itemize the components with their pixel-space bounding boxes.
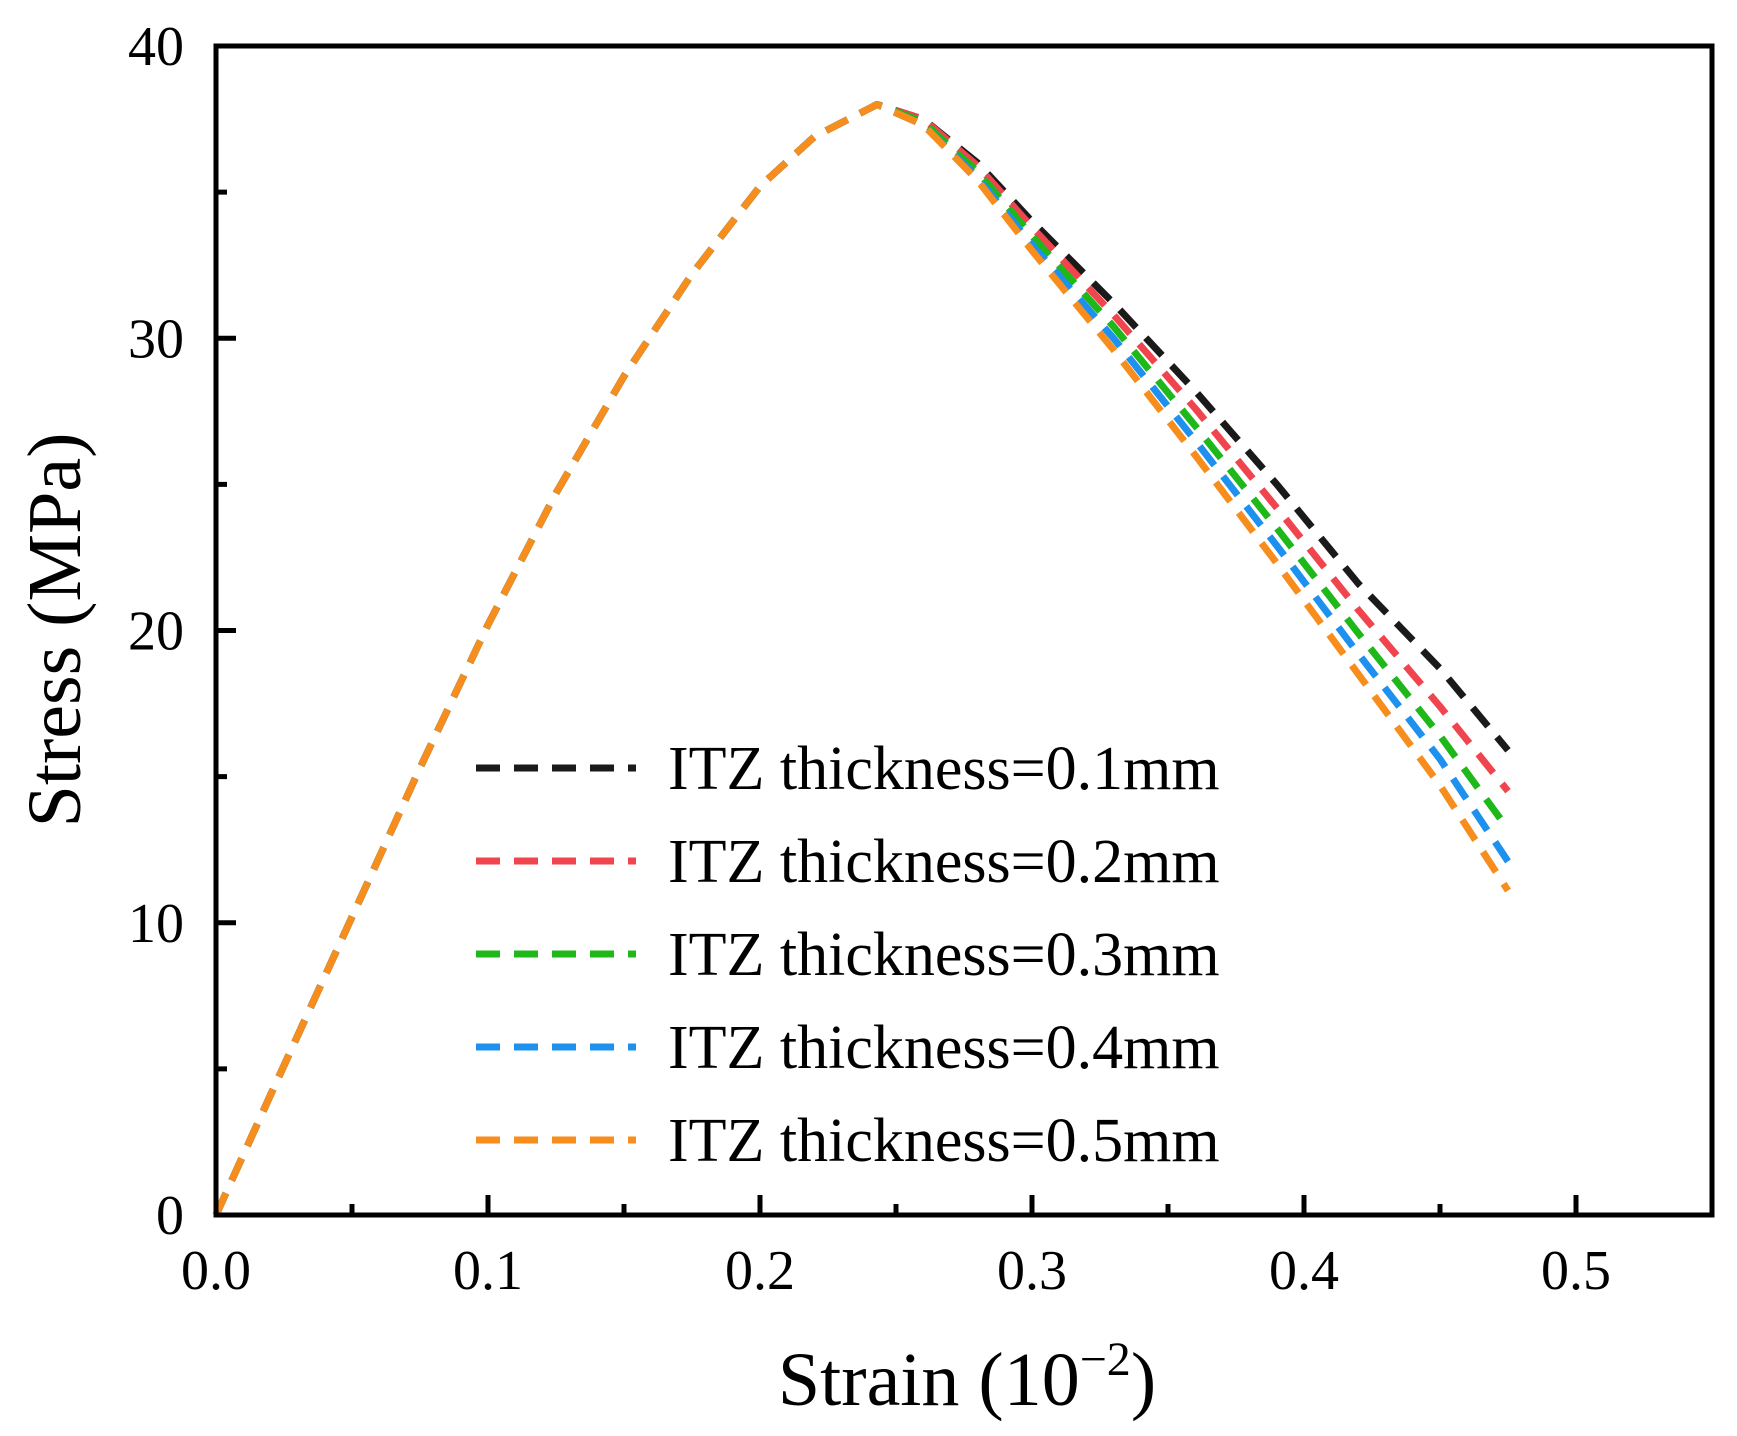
x-tick-label: 0.3: [997, 1240, 1067, 1302]
x-axis-title-main: Strain (10: [778, 1338, 1080, 1422]
legend-label-2: ITZ thickness=0.2mm: [668, 828, 1220, 896]
y-axis-title: Stress (MPa): [13, 433, 97, 828]
x-tick-label: 0.2: [725, 1240, 795, 1302]
x-axis-title: Strain (10−2): [778, 1333, 1156, 1422]
legend-label-1: ITZ thickness=0.1mm: [668, 735, 1220, 803]
y-tick-label: 0: [156, 1185, 184, 1247]
legend-label-5: ITZ thickness=0.5mm: [668, 1107, 1220, 1175]
y-tick-label: 20: [128, 601, 184, 663]
legend-label-4: ITZ thickness=0.4mm: [668, 1014, 1220, 1082]
x-axis-title-exponent: −2: [1080, 1333, 1131, 1386]
tick-layer: 0.0 0.1 0.2 0.3 0.4 0.5 0 10 20 30 40: [128, 16, 1611, 1302]
y-tick-label: 30: [128, 308, 184, 370]
x-tick-label: 0.1: [453, 1240, 523, 1302]
y-tick-label: 10: [128, 893, 184, 955]
series-layer: [212, 101, 1511, 1217]
series-line-5: [212, 101, 1511, 1217]
legend: ITZ thickness=0.1mm ITZ thickness=0.2mm IT…: [476, 735, 1220, 1175]
x-axis-title-close: ): [1131, 1338, 1156, 1422]
legend-label-3: ITZ thickness=0.3mm: [668, 921, 1220, 989]
x-tick-label: 0.5: [1541, 1240, 1611, 1302]
x-tick-label: 0.0: [181, 1240, 251, 1302]
y-tick-label: 40: [128, 16, 184, 78]
x-tick-label: 0.4: [1269, 1240, 1339, 1302]
